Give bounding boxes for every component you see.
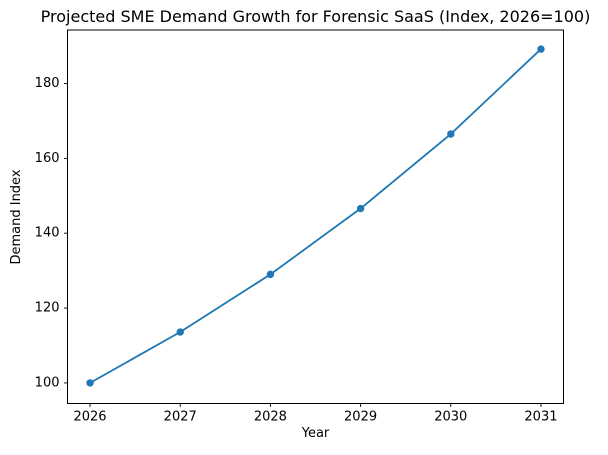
x-tick-label: 2028 [254,409,287,424]
data-point-marker [176,328,184,336]
plot-frame [67,29,564,404]
x-tick-label: 2031 [524,409,557,424]
y-tick-label: 160 [35,151,60,166]
x-tick-label: 2029 [344,409,377,424]
x-tick-label: 2027 [164,409,197,424]
x-tick-label: 2030 [434,409,467,424]
y-tick-label: 100 [35,375,60,390]
data-point-marker [356,204,365,213]
y-tick-label: 120 [35,301,60,316]
chart-title: Projected SME Demand Growth for Forensic… [40,7,591,26]
x-tick-label: 2026 [73,409,106,424]
data-point-marker [86,379,94,387]
data-point-marker [266,270,275,279]
y-tick-label: 180 [35,76,60,91]
data-line [89,48,542,384]
data-point-marker [537,45,545,53]
x-axis-label: Year [301,426,330,441]
data-point-marker [447,130,455,138]
y-tick-label: 140 [35,226,60,241]
